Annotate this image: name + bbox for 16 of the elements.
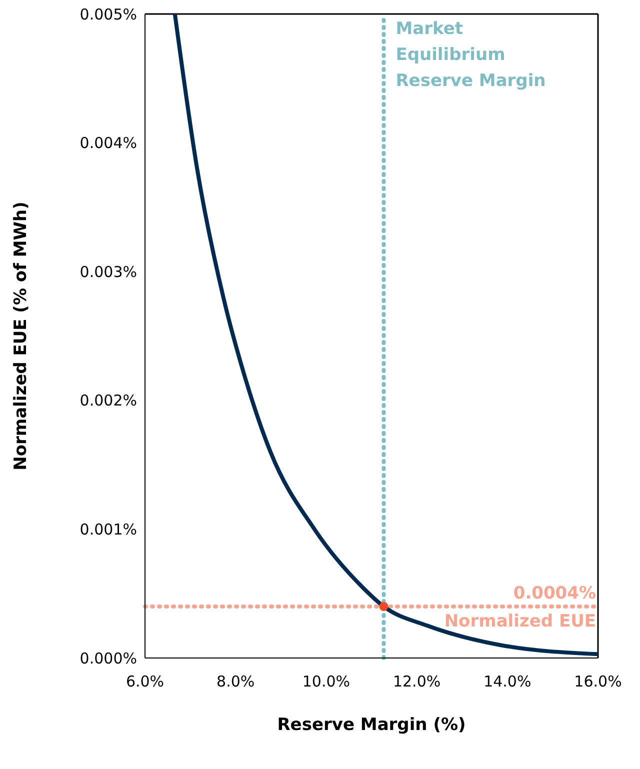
- x-tick-label: 6.0%: [126, 672, 164, 691]
- x-axis-title: Reserve Margin (%): [277, 715, 466, 735]
- ref-line-label: 0.0004% Normalized EUE: [444, 583, 596, 632]
- x-tick-label: 10.0%: [302, 672, 350, 691]
- x-tick-label: 14.0%: [484, 672, 532, 691]
- y-tick-label: 0.004%: [80, 134, 137, 152]
- ref-line-label: Market Equilibrium Reserve Margin: [396, 19, 546, 91]
- y-tick-label: 0.005%: [80, 5, 137, 24]
- y-tick-label: 0.001%: [80, 520, 137, 539]
- x-tick-label: 12.0%: [392, 672, 441, 691]
- y-tick-label: 0.002%: [80, 392, 137, 410]
- x-tick-label: 16.0%: [574, 672, 622, 691]
- y-tick-label: 0.003%: [80, 262, 137, 281]
- y-axis-title: Normalized EUE (% of MWh): [11, 202, 32, 470]
- y-tick-label: 0.000%: [80, 649, 137, 668]
- x-tick-label: 8.0%: [216, 672, 255, 691]
